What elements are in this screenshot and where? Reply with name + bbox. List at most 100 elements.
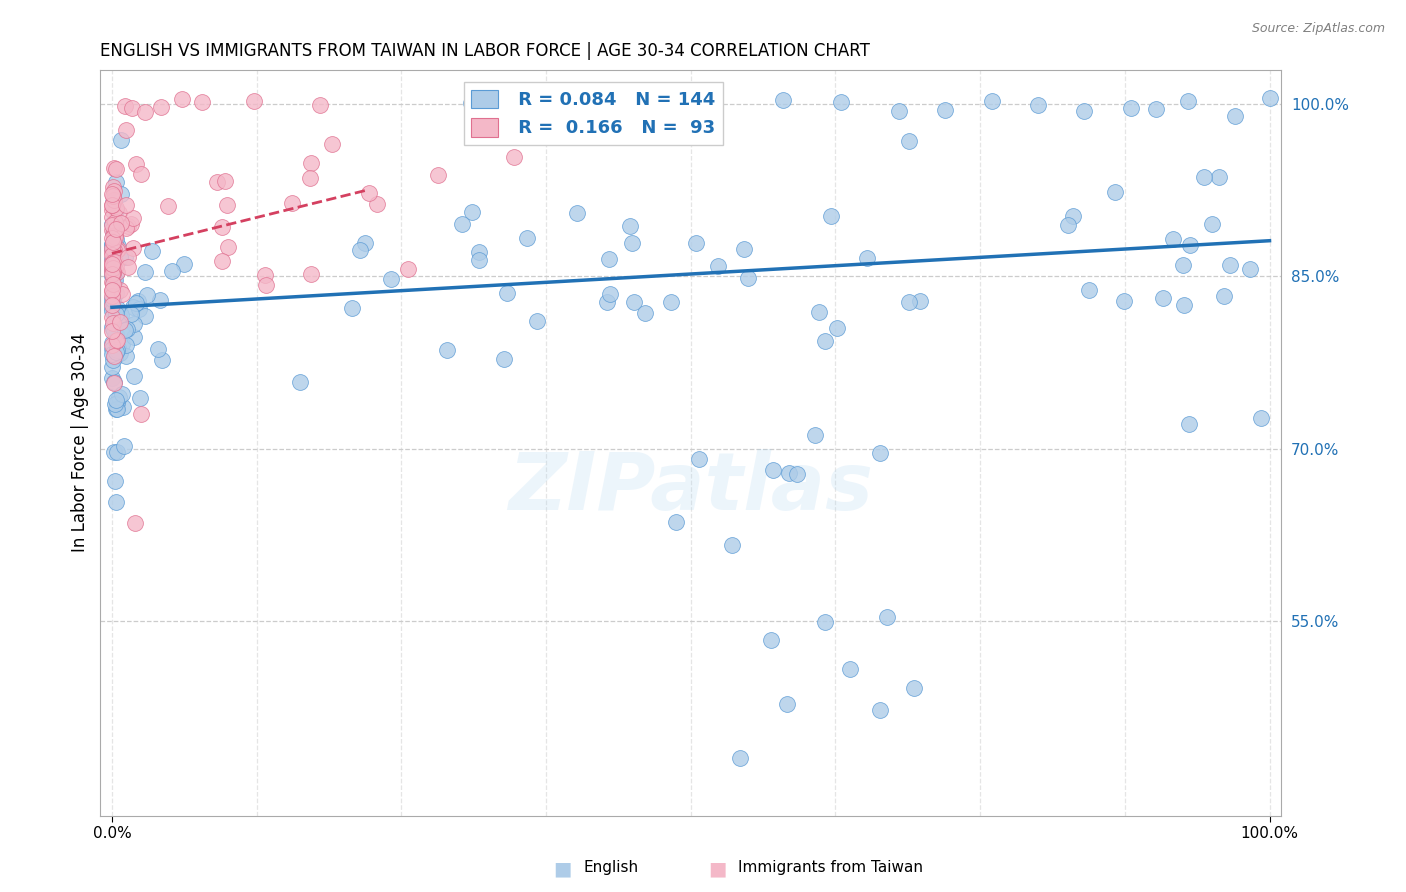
Point [366, 197, 388, 211]
Point [101, 264, 124, 278]
Point [101, 293, 124, 307]
Point [103, 228, 125, 243]
Point [103, 304, 125, 318]
Point [120, 308, 142, 322]
Point [299, 156, 322, 170]
Point [301, 267, 323, 281]
Point [1114, 294, 1136, 309]
Point [101, 235, 124, 249]
Point [104, 216, 127, 230]
Point [619, 219, 641, 233]
Point [101, 242, 124, 256]
Point [105, 402, 128, 417]
Point [103, 161, 125, 175]
Point [172, 93, 194, 107]
Point [114, 250, 136, 264]
Point [468, 245, 491, 260]
Point [103, 193, 125, 207]
Point [101, 277, 124, 291]
Point [1077, 284, 1099, 298]
Point [104, 401, 127, 416]
Point [903, 681, 925, 696]
Point [869, 703, 891, 717]
Point [101, 282, 124, 296]
Point [105, 345, 128, 359]
Point [101, 187, 124, 202]
Point [125, 296, 148, 310]
Point [104, 397, 127, 411]
Point [108, 315, 131, 329]
Point [1171, 258, 1194, 272]
Point [122, 211, 145, 226]
Point [105, 333, 128, 347]
Point [354, 236, 377, 251]
Text: ZIPatlas: ZIPatlas [508, 449, 873, 526]
Point [107, 390, 129, 404]
Point [101, 195, 124, 210]
Point [737, 270, 759, 285]
Point [173, 257, 195, 271]
Point [728, 750, 751, 764]
Point [128, 391, 150, 405]
Point [103, 225, 125, 239]
Point [1073, 103, 1095, 118]
Point [1062, 209, 1084, 223]
Point [934, 103, 956, 117]
Point [101, 301, 124, 316]
Point [830, 95, 852, 109]
Point [308, 98, 330, 112]
Point [101, 260, 124, 275]
Point [103, 188, 125, 202]
Point [340, 301, 363, 315]
Point [105, 232, 128, 246]
Point [733, 242, 755, 256]
Point [1057, 218, 1080, 232]
Point [103, 349, 125, 363]
Point [762, 463, 785, 477]
Point [101, 219, 124, 233]
Point [122, 330, 145, 344]
Point [803, 428, 825, 442]
Point [980, 95, 1002, 109]
Point [243, 94, 266, 108]
Point [1180, 238, 1202, 252]
Point [101, 338, 124, 352]
Point [205, 175, 228, 189]
Point [160, 264, 183, 278]
Point [103, 260, 125, 275]
Point [122, 317, 145, 331]
Point [105, 161, 128, 176]
Point [114, 323, 136, 337]
Point [1239, 261, 1261, 276]
Point [110, 286, 132, 301]
Point [103, 324, 125, 338]
Point [111, 387, 134, 401]
Point [117, 219, 139, 234]
Point [115, 123, 138, 137]
Point [107, 243, 129, 257]
Point [104, 266, 127, 280]
Point [101, 284, 124, 298]
Point [121, 101, 143, 115]
Point [105, 259, 128, 273]
Point [101, 257, 124, 271]
Point [104, 475, 127, 489]
Point [101, 180, 124, 194]
Point [215, 198, 238, 212]
Text: English: English [583, 861, 638, 875]
Point [135, 288, 157, 302]
Point [101, 266, 124, 280]
Point [110, 250, 132, 264]
Point [103, 275, 125, 289]
Point [111, 337, 134, 351]
Point [101, 198, 124, 212]
Point [191, 95, 214, 109]
Point [101, 316, 124, 330]
Point [129, 407, 152, 421]
Point [567, 205, 589, 219]
Point [776, 698, 799, 712]
Point [110, 133, 132, 147]
Point [814, 615, 837, 629]
Point [820, 210, 842, 224]
Point [105, 265, 128, 279]
